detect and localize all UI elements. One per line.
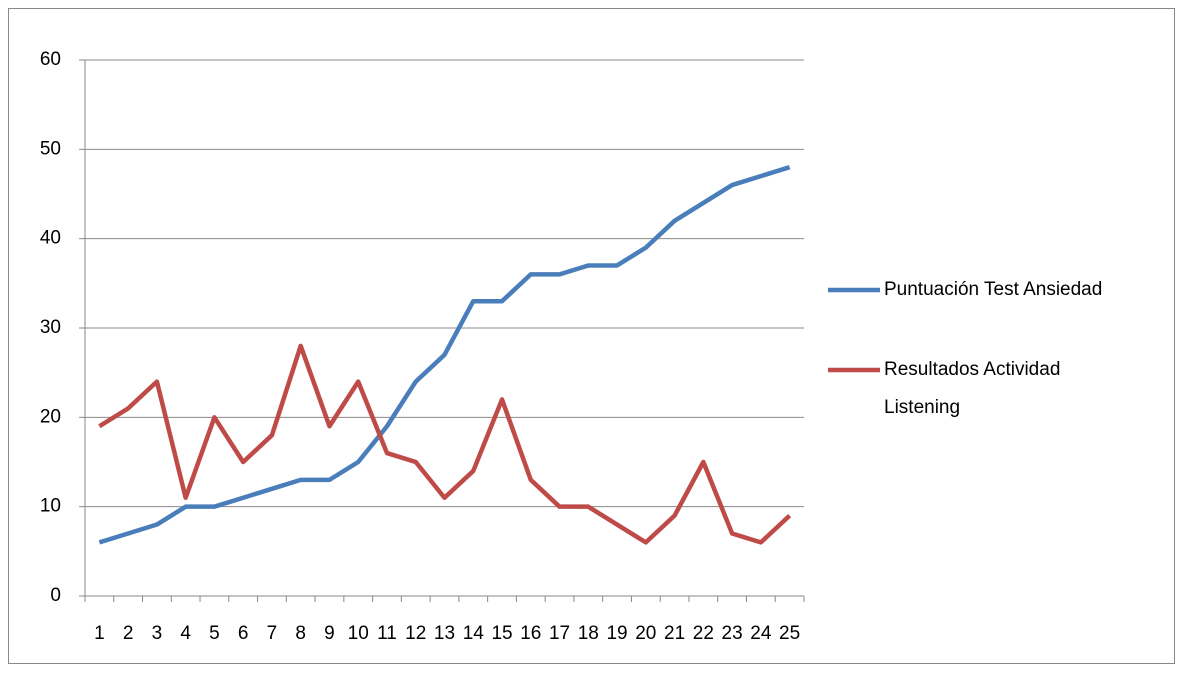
x-tick-label: 14 (463, 623, 485, 644)
x-tick-label: 23 (722, 623, 743, 644)
y-tick-label: 0 (50, 585, 61, 606)
y-tick-label: 20 (40, 406, 61, 427)
x-tick-label: 24 (750, 623, 772, 644)
x-tick-label: 2 (123, 623, 134, 644)
x-tick-label: 1 (94, 623, 105, 644)
x-tick-label: 13 (434, 623, 455, 644)
x-tick-label: 19 (606, 623, 627, 644)
chart-frame (8, 8, 1175, 664)
y-tick-label: 50 (40, 138, 61, 159)
x-tick-label: 7 (267, 623, 278, 644)
x-tick-label: 12 (405, 623, 426, 644)
y-tick-label: 10 (40, 496, 61, 517)
x-tick-label: 20 (635, 623, 656, 644)
series-line (98, 165, 791, 545)
x-tick-label: 3 (152, 623, 163, 644)
x-tick-label: 17 (549, 623, 570, 644)
series-line (98, 343, 792, 545)
x-tick-label: 6 (238, 623, 249, 644)
x-tick-label: 10 (348, 623, 369, 644)
legend-label: Resultados Actividad Listening (884, 359, 1061, 418)
x-tick-label: 18 (578, 623, 599, 644)
x-tick-label: 4 (180, 623, 191, 644)
x-tick-label: 21 (664, 623, 685, 644)
x-tick-label: 25 (779, 623, 800, 644)
x-tick-label: 15 (491, 623, 512, 644)
x-tick-label: 22 (693, 623, 714, 644)
x-tick-label: 11 (377, 623, 397, 644)
x-tick-label: 9 (324, 623, 335, 644)
legend-label: Puntuación Test Ansiedad (884, 279, 1103, 300)
x-tick-label: 8 (295, 623, 306, 644)
y-tick-label: 40 (40, 228, 61, 249)
y-tick-label: 30 (40, 317, 61, 338)
y-tick-label: 60 (40, 49, 61, 70)
x-tick-label: 16 (520, 623, 541, 644)
x-tick-label: 5 (209, 623, 220, 644)
